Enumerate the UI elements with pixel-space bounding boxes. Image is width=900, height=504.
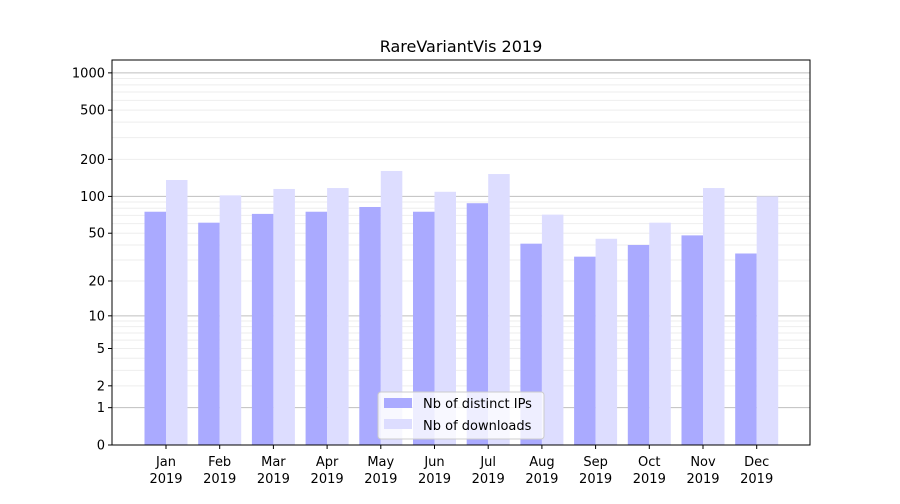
x-tick-label: 2019: [633, 472, 666, 487]
x-tick-label: Dec: [744, 455, 769, 470]
y-tick-label: 100: [80, 190, 105, 205]
bar-distinct-ips: [413, 211, 435, 445]
x-tick-label: Oct: [638, 455, 660, 470]
bar-downloads: [541, 214, 564, 445]
y-tick-label: 200: [80, 153, 105, 168]
y-tick-label: 1: [97, 401, 105, 416]
x-tick-label: Jul: [479, 455, 496, 470]
x-tick-label: 2019: [740, 472, 773, 487]
y-tick-label: 5: [97, 342, 105, 357]
x-tick-label: May: [367, 455, 394, 470]
bar-downloads: [756, 196, 779, 445]
legend-swatch-downloads: [384, 419, 412, 429]
bars: [144, 170, 779, 445]
bar-downloads: [273, 188, 295, 445]
x-tick-label: 2019: [149, 472, 182, 487]
bar-downloads: [166, 179, 188, 445]
bar-downloads: [219, 195, 242, 445]
bar-downloads: [649, 222, 671, 445]
x-tick-label: 2019: [686, 472, 719, 487]
x-tick-label: Nov: [690, 455, 716, 470]
x-tick-label: 2019: [418, 472, 451, 487]
bar-downloads: [488, 174, 510, 445]
bar-distinct-ips: [144, 211, 166, 445]
bar-downloads: [380, 170, 403, 445]
bar-downloads: [703, 188, 725, 445]
x-tick-label: Jun: [423, 455, 444, 470]
bar-downloads: [595, 238, 618, 445]
x-axis: Jan 2019 Feb 2019 Mar 2019 Apr 2019 May 2019 Jun 20…: [149, 445, 773, 487]
y-tick-label: 2: [97, 379, 105, 394]
y-tick-label: 1000: [72, 66, 105, 81]
x-tick-label: Jan: [155, 455, 176, 470]
legend-label-downloads: Nb of downloads: [423, 419, 532, 434]
legend-box: [377, 391, 545, 440]
bar-downloads: [327, 188, 349, 445]
bar-distinct-ips: [466, 203, 489, 445]
bar-distinct-ips: [305, 211, 328, 445]
legend-swatch-ips: [384, 398, 412, 408]
y-tick-label: 10: [88, 309, 105, 324]
x-tick-label: 2019: [364, 472, 397, 487]
bar-distinct-ips: [735, 253, 757, 445]
x-tick-label: 2019: [311, 472, 344, 487]
x-tick-label: Apr: [316, 455, 339, 470]
y-tick-label: 500: [80, 104, 105, 119]
x-tick-label: 2019: [472, 472, 505, 487]
bar-distinct-ips: [359, 206, 381, 445]
x-tick-label: Aug: [529, 455, 554, 470]
x-tick-label: Feb: [208, 455, 231, 470]
bar-distinct-ips: [251, 213, 274, 445]
bar-distinct-ips: [198, 222, 220, 445]
x-tick-label: 2019: [525, 472, 558, 487]
bar-distinct-ips: [681, 235, 703, 445]
y-tick-label: 50: [88, 227, 105, 242]
bar-distinct-ips: [574, 256, 596, 445]
x-tick-label: 2019: [257, 472, 290, 487]
y-axis: 0 1 2 5 10 20 50 100 200 500 1000: [72, 66, 112, 454]
y-tick-label: 20: [88, 275, 105, 290]
chart-title: RareVariantVis 2019: [380, 37, 543, 56]
plot-frame: [111, 59, 811, 446]
x-tick-label: Mar: [261, 455, 286, 470]
y-tick-label: 0: [97, 439, 105, 454]
legend-label-ips: Nb of distinct IPs: [423, 397, 532, 412]
legend: Nb of distinct IPs Nb of downloads: [377, 391, 545, 440]
bar-distinct-ips: [627, 244, 650, 445]
bar-downloads: [434, 191, 456, 445]
x-tick-label: Sep: [583, 455, 608, 470]
x-tick-label: 2019: [203, 472, 236, 487]
x-tick-label: 2019: [579, 472, 612, 487]
